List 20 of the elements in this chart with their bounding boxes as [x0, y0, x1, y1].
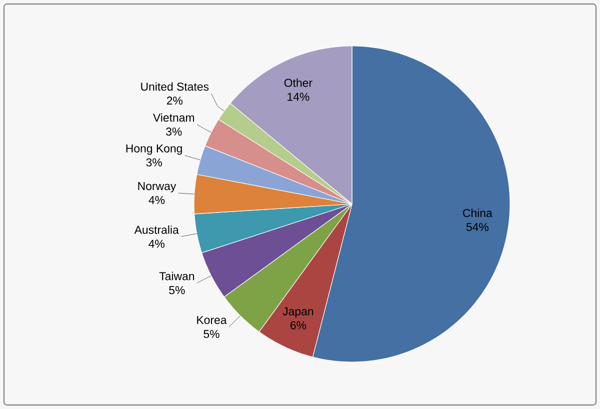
data-label: 14% [288, 92, 310, 101]
data-label: 6% [290, 321, 306, 330]
data-label: 5% [204, 330, 220, 338]
data-label: 2% [166, 96, 183, 105]
slice-label: Australia [134, 225, 179, 234]
slice-label: Hong Kong [126, 144, 182, 155]
data-label: 3% [166, 128, 182, 136]
data-label: 4% [148, 196, 165, 204]
slice-label: Taiwan [159, 272, 194, 280]
slice-label: Other [284, 78, 312, 87]
data-label: 54% [466, 222, 488, 232]
slice-label: United States [141, 82, 209, 91]
slice-label: Vietnam [152, 113, 194, 122]
data-label: 5% [169, 286, 185, 294]
slice-label: Norway [138, 182, 176, 192]
data-label: 3% [146, 158, 162, 166]
data-label: 4% [148, 240, 164, 248]
slice-label: Korea [197, 316, 227, 324]
slice-label: Japan [282, 307, 314, 318]
slice-label: China [463, 208, 492, 218]
